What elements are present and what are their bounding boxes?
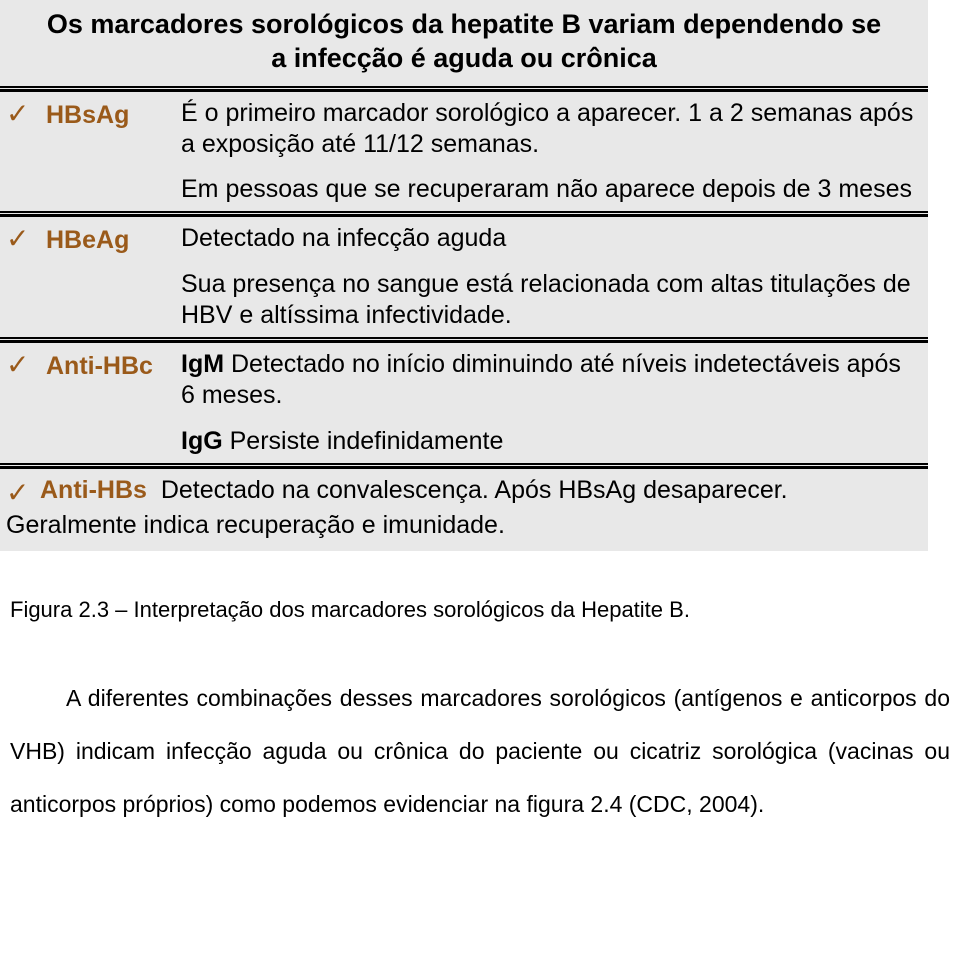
slide-title: Os marcadores sorológicos da hepatite B … xyxy=(0,0,928,86)
marker-label: Anti-HBc xyxy=(46,349,181,381)
check-icon: ✓ xyxy=(6,475,40,510)
desc-text: IgG Persiste indefinidamente xyxy=(181,426,918,457)
check-icon: ✓ xyxy=(6,98,46,128)
figure-caption: Figura 2.3 – Interpretação dos marcadore… xyxy=(0,591,960,632)
slide-panel: Os marcadores sorológicos da hepatite B … xyxy=(0,0,928,551)
desc-text: É o primeiro marcador sorológico a apare… xyxy=(181,98,918,161)
desc-text: Detectado na infecção aguda xyxy=(181,223,918,254)
desc-text: Em pessoas que se recuperaram não aparec… xyxy=(181,174,918,205)
divider xyxy=(0,463,928,469)
marker-row: ✓ Anti-HBc IgM Detectado no início dimin… xyxy=(0,343,928,463)
desc-text: IgM Detectado no início diminuindo até n… xyxy=(181,349,918,412)
check-icon: ✓ xyxy=(6,223,46,253)
marker-desc: Detectado na infecção aguda Sua presença… xyxy=(181,223,918,331)
marker-row-full: ✓Anti-HBs Detectado na convalescença. Ap… xyxy=(0,469,928,551)
marker-label: HBeAg xyxy=(46,223,181,255)
marker-row: ✓ HBsAg É o primeiro marcador sorológico… xyxy=(0,92,928,212)
ig-text: Persiste indefinidamente xyxy=(230,427,504,455)
divider xyxy=(0,337,928,343)
paragraph-text: A diferentes combinações desses marcador… xyxy=(10,672,950,831)
marker-desc: É o primeiro marcador sorológico a apare… xyxy=(181,98,918,206)
marker-label: HBsAg xyxy=(46,98,181,130)
marker-desc: IgM Detectado no início diminuindo até n… xyxy=(181,349,918,457)
marker-row: ✓ HBeAg Detectado na infecção aguda Sua … xyxy=(0,217,928,337)
ig-label: IgM xyxy=(181,350,224,378)
divider xyxy=(0,211,928,217)
check-icon: ✓ xyxy=(6,349,46,379)
body-paragraph: A diferentes combinações desses marcador… xyxy=(0,632,960,841)
marker-label: Anti-HBs xyxy=(40,476,147,504)
divider xyxy=(0,86,928,92)
ig-label: IgG xyxy=(181,427,223,455)
ig-text: Detectado no início diminuindo até nívei… xyxy=(181,350,901,409)
desc-text: Sua presença no sangue está relacionada … xyxy=(181,269,918,332)
